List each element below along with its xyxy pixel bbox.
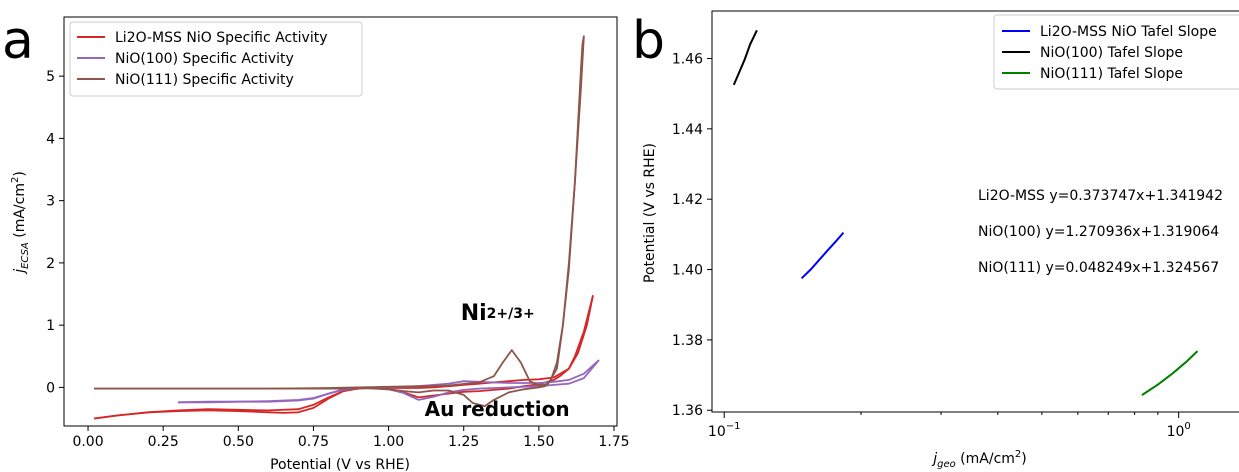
panel-a-annotations: Ni2+/3+ Au reduction <box>425 301 570 421</box>
panel-b-x-axis-label: jgeo (mA/cm2) <box>931 449 1027 470</box>
panel-a-legend-frame <box>69 21 363 97</box>
y-tick-label: 1.36 <box>672 403 703 419</box>
y-tick-label: 2 <box>46 256 55 272</box>
series-nio-100-specific-activity-scan-2 <box>178 359 600 404</box>
panel-b-series <box>732 29 1199 396</box>
legend-label-nio-111-tafel-slope: NiO(111) Tafel Slope <box>1040 66 1183 82</box>
y-tick-label: 5 <box>46 69 55 85</box>
au-reduction-annotation: Au reduction <box>425 397 570 421</box>
panel-b-x-ticks: 10−1 100 <box>708 412 1191 440</box>
y-tick-label: 1 <box>46 318 55 334</box>
x-tick-label: 100 <box>1167 421 1191 440</box>
series-nio-100-tafel-slope <box>732 29 758 86</box>
panel-b-y-ticks: 1.36 1.38 1.40 1.42 1.44 1.46 <box>672 51 712 419</box>
series-li2o-mss-nio-specific-activity-scan-2 <box>93 295 594 420</box>
legend-label-nio-111-specific-activity: NiO(111) Specific Activity <box>115 72 294 88</box>
x-tick-label: 1.00 <box>373 434 404 450</box>
series-nio-111-tafel-slope <box>1141 350 1199 396</box>
y-tick-label: 1.42 <box>672 192 703 208</box>
panel-a-label: a <box>2 11 34 71</box>
legend-label-nio-100-tafel-slope: NiO(100) Tafel Slope <box>1040 45 1183 61</box>
x-tick-label: 0.00 <box>72 434 103 450</box>
panel-a-x-axis-label: Potential (V vs RHE) <box>270 457 410 472</box>
panel-b-plot-frame <box>711 10 1239 413</box>
y-tick-label: 4 <box>46 131 55 147</box>
panel-a-plot-frame <box>63 16 618 427</box>
series-nio-100-specific-activity-scan-1 <box>178 359 600 404</box>
legend-label-li2o-mss-nio-specific-activity: Li2O-MSS NiO Specific Activity <box>115 30 328 46</box>
equation-li2o-mss: Li2O-MSS y=0.373747x+1.341942 <box>978 188 1223 204</box>
x-tick-label: 0.25 <box>148 434 179 450</box>
ni-redox-annotation: Ni2+/3+ <box>461 301 535 326</box>
panel-a-y-axis-label: jECSA (mA/cm2) <box>10 171 31 275</box>
x-tick-label: 0.75 <box>298 434 329 450</box>
y-tick-label: 1.46 <box>672 51 703 67</box>
y-tick-label: 1.38 <box>672 333 703 349</box>
panel-b-legend-frame <box>993 14 1239 90</box>
y-tick-label: 1.40 <box>672 263 703 279</box>
y-tick-label: 1.44 <box>672 122 703 138</box>
panel-a-y-ticks: 0 1 2 3 4 5 <box>46 69 64 396</box>
panel-a-chart: a 0.00 0.25 0.50 0.75 1.00 1.25 1.50 1.75 0 1 2 3 4… <box>2 11 630 472</box>
series-nio-111-specific-activity-scan-2 <box>94 35 585 408</box>
panel-a-legend: Li2O-MSS NiO Specific Activity NiO(100) S… <box>69 21 363 97</box>
y-tick-label: 3 <box>46 194 55 210</box>
legend-label-li2o-mss-nio-tafel-slope: Li2O-MSS NiO Tafel Slope <box>1040 24 1217 40</box>
panel-b-legend: Li2O-MSS NiO Tafel Slope NiO(100) Tafel S… <box>993 14 1239 90</box>
panel-a-x-ticks: 0.00 0.25 0.50 0.75 1.00 1.25 1.50 1.75 <box>72 426 630 450</box>
x-tick-label: 1.25 <box>448 434 479 450</box>
x-tick-label: 10−1 <box>708 421 741 440</box>
panel-a-series <box>93 35 600 420</box>
x-tick-label: 1.75 <box>598 434 629 450</box>
equation-nio-111: NiO(111) y=0.048249x+1.324567 <box>978 260 1219 276</box>
equation-nio-100: NiO(100) y=1.270936x+1.319064 <box>978 224 1219 240</box>
y-tick-label: 0 <box>46 380 55 396</box>
panel-b-chart: b 10−1 100 1.36 1.38 1.40 1.42 1.44 1.46 jgeo … <box>632 10 1239 470</box>
panel-b-y-axis-label: Potential (V vs RHE) <box>642 143 658 283</box>
x-tick-label: 0.50 <box>223 434 254 450</box>
panel-b-equations: Li2O-MSS y=0.373747x+1.341942 NiO(100) y… <box>978 188 1223 276</box>
legend-label-nio-100-specific-activity: NiO(100) Specific Activity <box>115 51 294 67</box>
panel-b-label: b <box>632 11 665 71</box>
x-tick-label: 1.50 <box>523 434 554 450</box>
series-li2o-mss-nio-tafel-slope <box>800 231 845 280</box>
